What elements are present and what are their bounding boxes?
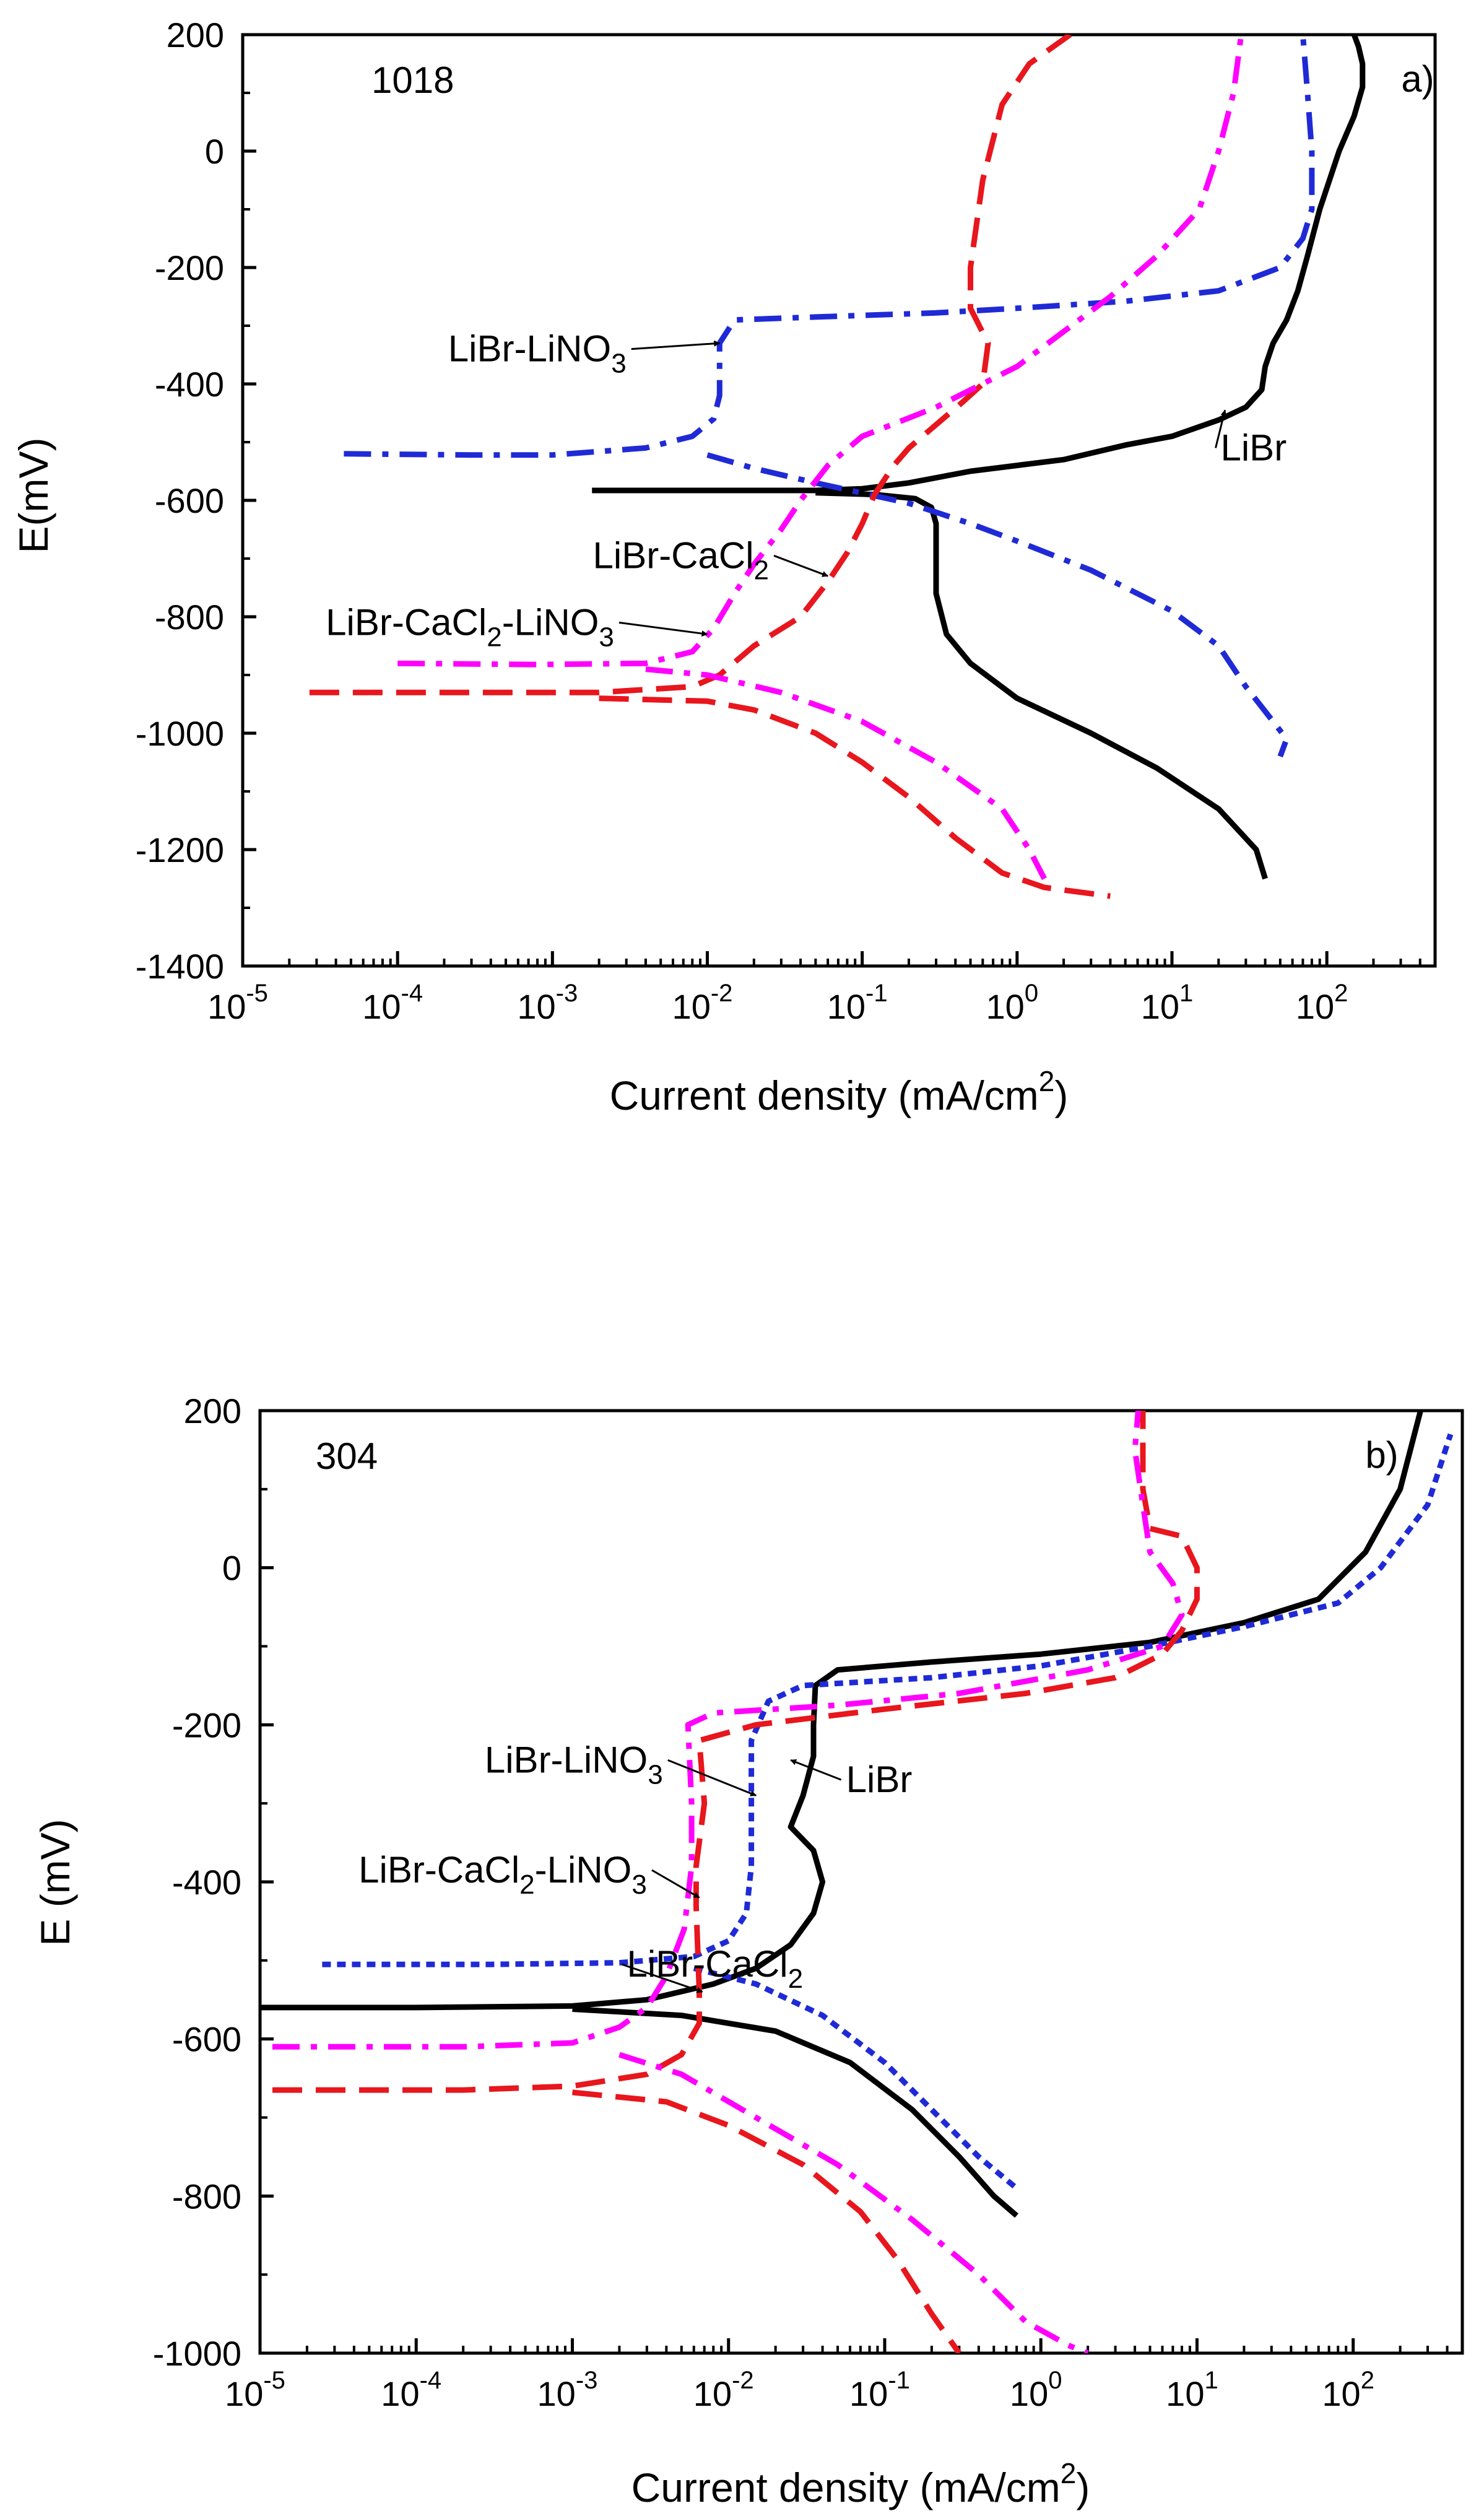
series-libr-cacl2-lino3-anodic: [397, 35, 1244, 668]
y-axis-title: E (mV): [32, 1819, 78, 1946]
x-tick-label: 10-4: [381, 2367, 441, 2413]
y-tick-label: -1200: [136, 830, 224, 869]
x-axis-title: Current density (mA/cm2): [610, 1065, 1069, 1118]
plot-frame: [241, 33, 1437, 968]
sample-label: 304: [316, 1435, 378, 1477]
series-libr-lino3-anodic: [344, 35, 1315, 458]
annotation-libr-cacl2-label-arrow: [773, 554, 829, 577]
y-tick-label: -200: [155, 248, 224, 287]
annotation-libr-lino3-label: LiBr-LiNO3: [485, 1739, 663, 1790]
y-tick-label: -400: [155, 365, 224, 404]
series-libr-anodic: [592, 35, 1366, 494]
x-tick-label: 10-4: [362, 980, 423, 1026]
x-tick-label: 10-2: [693, 2367, 754, 2413]
y-tick-label: -200: [172, 1705, 241, 1744]
annotation-libr-lino3-label-arrow: [667, 1759, 757, 1796]
x-tick-label: 101: [1166, 2367, 1218, 2413]
series-libr-cacl2-anodic: [309, 35, 1072, 695]
series-group: [260, 1411, 1454, 2353]
panel-label: a): [1401, 58, 1434, 100]
x-tick-label: 10-1: [849, 2367, 910, 2413]
annotation-libr-cacl2-lino3-label-arrow: [618, 621, 708, 637]
series-libr-anodic: [260, 1411, 1423, 2011]
x-tick-label: 102: [1322, 2367, 1374, 2413]
sample-label: 1018: [371, 59, 454, 101]
series-libr-lino3-cathodic: [706, 452, 1290, 758]
x-tick-label: 100: [1010, 2367, 1062, 2413]
y-tick-label: 0: [205, 132, 224, 171]
x-tick-label: 10-1: [827, 980, 888, 1026]
y-tick-label: 200: [184, 1391, 241, 1430]
x-tick-label: 10-2: [672, 980, 733, 1026]
annotation-libr-lino3-label-arrow: [631, 340, 721, 350]
x-tick-label: 10-3: [537, 2367, 598, 2413]
y-tick-label: -600: [172, 2020, 241, 2059]
x-tick-label: 101: [1141, 980, 1194, 1026]
series-group: [309, 35, 1366, 899]
series-libr-cacl2-cathodic: [572, 2089, 961, 2353]
series-libr-cacl2-cathodic: [599, 695, 1111, 899]
x-tick-label: 10-5: [207, 980, 268, 1026]
series-libr-lino3-cathodic: [693, 1965, 1018, 2191]
series-libr-cacl2-lino3-cathodic: [618, 2052, 1089, 2353]
series-libr-cacl2-lino3-cathodic: [645, 666, 1047, 881]
annotation-libr-label: LiBr: [846, 1759, 913, 1800]
annotation-libr-cacl2-label-arrow: [622, 1963, 703, 1993]
annotation-libr-label-arrow: [790, 1759, 842, 1781]
panel-label: b): [1365, 1434, 1398, 1476]
y-tick-label: -1000: [136, 714, 224, 753]
annotation-libr-label: LiBr: [1220, 427, 1287, 468]
series-libr-cathodic: [815, 490, 1268, 880]
annotation-libr-cacl2-lino3-label-arrow: [651, 1869, 700, 1899]
y-tick-label: -400: [172, 1863, 241, 1902]
annotation-libr-label-arrow: [1215, 409, 1227, 448]
series-libr-lino3-anodic: [322, 1433, 1454, 1967]
series-libr-cathodic: [572, 2006, 1019, 2218]
y-tick-label: -800: [155, 598, 224, 637]
annotation-libr-cacl2-label: LiBr-CaCl2: [593, 534, 770, 585]
y-tick-label: -800: [172, 2177, 241, 2216]
y-tick-label: -1000: [153, 2334, 241, 2373]
series-libr-cacl2-lino3-anodic: [272, 1411, 1185, 2050]
x-tick-label: 102: [1296, 980, 1348, 1026]
x-tick-label: 10-5: [225, 2367, 285, 2413]
y-tick-label: -1400: [136, 947, 224, 986]
annotation-libr-cacl2-lino3-label: LiBr-CaCl2-LiNO3: [358, 1849, 647, 1900]
y-tick-label: 200: [167, 15, 224, 54]
series-libr-cacl2-anodic: [272, 1411, 1200, 2093]
chart-panel-a: -1400 -1200 -1000 -800 -600 -400 -200 0 200 10-5 1…: [11, 15, 1437, 1118]
y-tick-label: -600: [155, 481, 224, 520]
x-tick-label: 10-3: [517, 980, 578, 1026]
x-tick-label: 100: [986, 980, 1039, 1026]
annotation-libr-cacl2-lino3-label: LiBr-CaCl2-LiNO3: [326, 601, 614, 652]
y-tick-label: 0: [222, 1549, 241, 1588]
chart-panel-b: -1000 -800 -600 -400 -200 0 200 10-5 10-4 10-3 10-…: [32, 1391, 1464, 2510]
x-axis-title: Current density (mA/cm2): [631, 2457, 1090, 2510]
annotation-libr-lino3-label: LiBr-LiNO3: [448, 328, 627, 379]
y-axis-title: E(mV): [11, 438, 56, 554]
annotation-libr-cacl2-label: LiBr-CaCl2: [627, 1943, 804, 1994]
